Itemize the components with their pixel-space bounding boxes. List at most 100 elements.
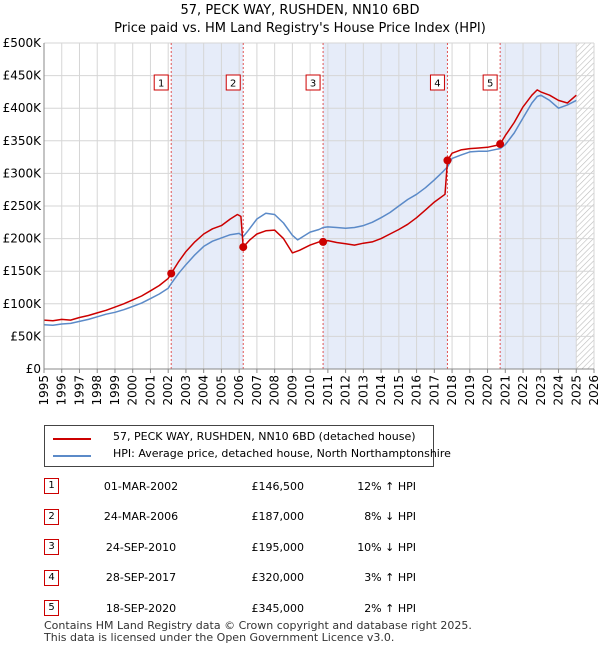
x-tick-label: 2018 [445,375,459,406]
sale-point [496,140,505,149]
x-tick-label: 2024 [552,375,566,406]
price-chart: 1 2 3 4 5 £0 £50K £100K £150K £200K £250K £300K £350… [3,36,600,406]
x-tick-label: 2014 [374,375,388,406]
y-tick-label: £450K [3,69,43,83]
x-tick-label: 2025 [569,375,583,406]
sale-price: £146,500 [251,479,305,493]
x-tick-label: 2020 [481,375,495,406]
x-tick-label: 2026 [587,375,600,406]
sale-hpi-diff: 3% ↑ HPI [364,571,416,585]
x-tick-label: 2008 [268,375,282,406]
x-tick-label: 2021 [498,375,512,406]
x-tick-label: 2000 [126,375,140,406]
x-tick-label: 2002 [161,375,175,406]
sale-marker-text: 4 [434,79,440,90]
sale-date: 24-SEP-2010 [105,540,177,554]
x-tick-label: 2003 [179,375,193,406]
table-row: 5 18-SEP-2020 £345,000 2% ↑ HPI [44,593,416,624]
sale-hpi-diff: 2% ↑ HPI [364,601,416,615]
x-tick-label: 1998 [90,375,104,406]
sale-marker-box [429,74,445,91]
sale-marker-label: 3 [305,74,321,91]
sale-hpi-diff: 12% ↑ HPI [357,479,416,493]
sale-price: £195,000 [251,540,305,554]
x-tick-label: 2006 [232,375,246,406]
y-tick-label: £200K [3,232,43,246]
sale-marker-label: 4 [429,74,445,91]
sale-number-badge: 2 [44,508,59,525]
sale-point [167,269,176,278]
x-tick-label: 2013 [356,375,370,406]
x-tick-label: 2016 [410,375,424,406]
x-tick-label: 2015 [392,375,406,406]
sale-marker-text: 1 [158,79,164,90]
x-tick-label: 1999 [108,375,122,406]
x-tick-label: 2011 [321,375,335,406]
sale-hpi-diff: 10% ↓ HPI [357,540,416,554]
x-tick-label: 2012 [339,375,353,406]
sale-date: 18-SEP-2020 [105,601,177,615]
legend-hpi-label: HPI: Average price, detached house, Nort… [113,447,451,460]
x-tick-label: 2004 [197,375,211,406]
y-tick-label: £0 [26,362,41,376]
hpi-series-line [43,94,577,327]
sale-number-badge: 5 [44,600,59,617]
sale-price: £345,000 [251,601,305,615]
property-series-line [43,89,577,322]
sale-date: 24-MAR-2006 [103,510,179,524]
y-tick-label: £100K [3,297,43,311]
sale-marker-label: 1 [153,74,169,91]
y-tick-label: £350K [3,134,43,148]
sale-number-badge: 4 [44,569,59,586]
sale-number-badge: 3 [44,539,59,556]
x-tick-label: 2017 [427,375,441,406]
y-tick-label: £400K [3,101,43,115]
x-tick-label: 2010 [303,375,317,406]
sales-table: 1 01-MAR-2002 £146,500 12% ↑ HPI 2 24-MA… [44,471,416,624]
y-tick-label: £50K [10,329,42,343]
legend-property-label: 57, PECK WAY, RUSHDEN, NN10 6BD (detache… [113,430,416,443]
y-tick-label: £150K [3,264,43,278]
sale-marker-box [225,74,241,91]
sale-hpi-diff: 8% ↓ HPI [364,510,416,524]
x-tick-label: 2019 [463,375,477,406]
sale-point [443,156,452,165]
sale-marker-label: 2 [225,74,241,91]
chart-title: 57, PECK WAY, RUSHDEN, NN10 6BD [180,3,420,18]
x-tick-label: 2001 [143,375,157,406]
sale-marker-text: 5 [487,79,493,90]
x-tick-label: 2023 [534,375,548,406]
legend-property-swatch [53,438,91,440]
sale-point [239,243,248,252]
sale-price: £320,000 [251,571,305,585]
sale-marker-box [482,74,498,91]
footer-licence: This data is licensed under the Open Gov… [44,631,395,644]
y-tick-label: £300K [3,166,43,180]
table-row: 2 24-MAR-2006 £187,000 8% ↓ HPI [44,502,416,533]
footer-copyright: Contains HM Land Registry data © Crown c… [44,619,472,632]
y-tick-label: £500K [3,36,43,50]
x-tick-label: 1996 [55,375,69,406]
x-tick-label: 1997 [72,375,86,406]
sale-marker-box [305,74,321,91]
table-row: 3 24-SEP-2010 £195,000 10% ↓ HPI [44,532,416,563]
x-tick-label: 1995 [37,375,51,406]
footer: Contains HM Land Registry data © Crown c… [44,620,472,644]
sale-point [319,237,328,246]
chart-legend: 57, PECK WAY, RUSHDEN, NN10 6BD (detache… [44,425,451,467]
sale-date: 01-MAR-2002 [103,479,179,493]
chart-subtitle: Price paid vs. HM Land Registry's House … [114,21,486,36]
sale-date: 28-SEP-2017 [105,571,177,585]
sale-marker-text: 3 [310,79,316,90]
sale-marker-box [153,74,169,91]
sale-price: £187,000 [251,510,305,524]
x-tick-label: 2005 [214,375,228,406]
x-tick-label: 2022 [516,375,530,406]
sale-marker-text: 2 [230,79,236,90]
table-row: 1 01-MAR-2002 £146,500 12% ↑ HPI [44,471,416,502]
sale-marker-label: 5 [482,74,498,91]
y-tick-label: £250K [3,199,43,213]
table-row: 4 28-SEP-2017 £320,000 3% ↑ HPI [44,563,416,594]
x-tick-label: 2009 [285,375,299,406]
sale-number-badge: 1 [44,478,59,495]
